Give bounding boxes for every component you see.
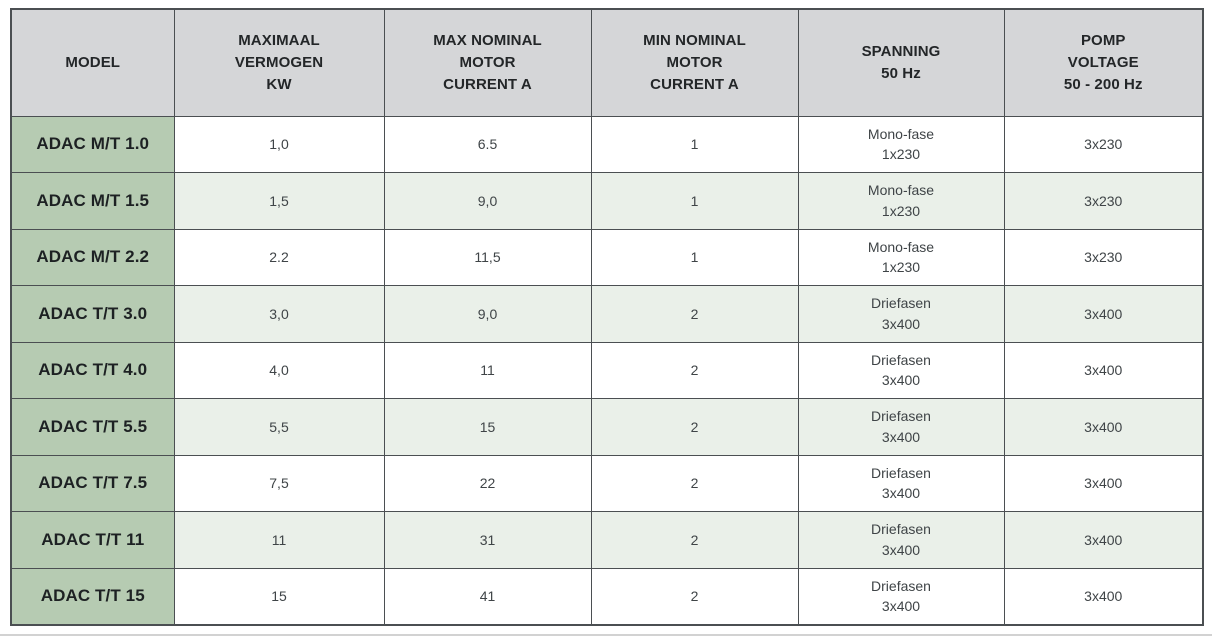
cell-max-nominal-current: 11,5 <box>383 228 592 286</box>
cell-model: ADAC M/T 1.0 <box>10 115 175 173</box>
cell-pomp-voltage: 3x400 <box>1003 567 1204 625</box>
cell-max-vermogen: 11 <box>173 511 385 569</box>
cell-min-nominal-current: 2 <box>590 285 799 343</box>
cell-min-nominal-current: 1 <box>590 228 799 286</box>
cell-spanning: Mono-fase 1x230 <box>797 115 1005 173</box>
cell-pomp-voltage: 3x400 <box>1003 285 1204 343</box>
cell-pomp-voltage: 3x230 <box>1003 228 1204 286</box>
cell-spanning: Mono-fase 1x230 <box>797 228 1005 286</box>
cell-model: ADAC T/T 3.0 <box>10 285 175 343</box>
cell-model: ADAC M/T 2.2 <box>10 228 175 286</box>
column-header-min-nominal-current: MIN NOMINAL MOTOR CURRENT A <box>590 8 799 117</box>
cell-min-nominal-current: 1 <box>590 115 799 173</box>
cell-spanning: Driefasen 3x400 <box>797 567 1005 625</box>
cell-model: ADAC T/T 7.5 <box>10 454 175 512</box>
cell-spanning: Driefasen 3x400 <box>797 511 1005 569</box>
cell-pomp-voltage: 3x400 <box>1003 398 1204 456</box>
cell-pomp-voltage: 3x400 <box>1003 341 1204 399</box>
cell-max-nominal-current: 15 <box>383 398 592 456</box>
cell-max-vermogen: 15 <box>173 567 385 625</box>
cell-spanning: Driefasen 3x400 <box>797 398 1005 456</box>
cell-model: ADAC M/T 1.5 <box>10 172 175 230</box>
cell-max-vermogen: 7,5 <box>173 454 385 512</box>
cell-max-vermogen: 5,5 <box>173 398 385 456</box>
cell-pomp-voltage: 3x400 <box>1003 454 1204 512</box>
cell-pomp-voltage: 3x230 <box>1003 172 1204 230</box>
cell-max-nominal-current: 9,0 <box>383 285 592 343</box>
cell-model: ADAC T/T 4.0 <box>10 341 175 399</box>
cell-max-nominal-current: 6.5 <box>383 115 592 173</box>
table-row: ADAC T/T 3.0 3,0 9,0 2 Driefasen 3x400 3… <box>10 285 1204 343</box>
pump-spec-table: MODEL MAXIMAAL VERMOGEN KW MAX NOMINAL M… <box>10 8 1204 626</box>
cell-spanning: Driefasen 3x400 <box>797 454 1005 512</box>
column-header-model: MODEL <box>10 8 175 117</box>
cell-max-vermogen: 3,0 <box>173 285 385 343</box>
column-header-max-vermogen: MAXIMAAL VERMOGEN KW <box>173 8 385 117</box>
table-row: ADAC M/T 2.2 2.2 11,5 1 Mono-fase 1x230 … <box>10 228 1204 286</box>
table-row: ADAC T/T 5.5 5,5 15 2 Driefasen 3x400 3x… <box>10 398 1204 456</box>
table-row: ADAC T/T 15 15 41 2 Driefasen 3x400 3x40… <box>10 567 1204 625</box>
cell-min-nominal-current: 2 <box>590 567 799 625</box>
cell-spanning: Driefasen 3x400 <box>797 285 1005 343</box>
cell-min-nominal-current: 2 <box>590 398 799 456</box>
column-header-max-nominal-current: MAX NOMINAL MOTOR CURRENT A <box>383 8 592 117</box>
cell-max-vermogen: 1,0 <box>173 115 385 173</box>
table-row: ADAC M/T 1.0 1,0 6.5 1 Mono-fase 1x230 3… <box>10 115 1204 173</box>
cell-max-nominal-current: 41 <box>383 567 592 625</box>
table-row: ADAC T/T 7.5 7,5 22 2 Driefasen 3x400 3x… <box>10 454 1204 512</box>
cell-pomp-voltage: 3x230 <box>1003 115 1204 173</box>
cell-max-nominal-current: 11 <box>383 341 592 399</box>
table-row: ADAC M/T 1.5 1,5 9,0 1 Mono-fase 1x230 3… <box>10 172 1204 230</box>
cell-model: ADAC T/T 11 <box>10 511 175 569</box>
cell-min-nominal-current: 2 <box>590 511 799 569</box>
cell-min-nominal-current: 2 <box>590 454 799 512</box>
table-row: ADAC T/T 4.0 4,0 11 2 Driefasen 3x400 3x… <box>10 341 1204 399</box>
cell-spanning: Driefasen 3x400 <box>797 341 1005 399</box>
cell-min-nominal-current: 2 <box>590 341 799 399</box>
page-bottom-edge <box>0 634 1212 636</box>
cell-max-vermogen: 2.2 <box>173 228 385 286</box>
cell-pomp-voltage: 3x400 <box>1003 511 1204 569</box>
table-row: ADAC T/T 11 11 31 2 Driefasen 3x400 3x40… <box>10 511 1204 569</box>
cell-max-nominal-current: 22 <box>383 454 592 512</box>
column-header-pomp-voltage: POMP VOLTAGE 50 - 200 Hz <box>1003 8 1204 117</box>
cell-max-vermogen: 1,5 <box>173 172 385 230</box>
header-row: MODEL MAXIMAAL VERMOGEN KW MAX NOMINAL M… <box>10 8 1204 117</box>
column-header-spanning: SPANNING 50 Hz <box>797 8 1005 117</box>
cell-max-vermogen: 4,0 <box>173 341 385 399</box>
cell-model: ADAC T/T 15 <box>10 567 175 625</box>
cell-max-nominal-current: 31 <box>383 511 592 569</box>
cell-model: ADAC T/T 5.5 <box>10 398 175 456</box>
cell-spanning: Mono-fase 1x230 <box>797 172 1005 230</box>
cell-max-nominal-current: 9,0 <box>383 172 592 230</box>
cell-min-nominal-current: 1 <box>590 172 799 230</box>
